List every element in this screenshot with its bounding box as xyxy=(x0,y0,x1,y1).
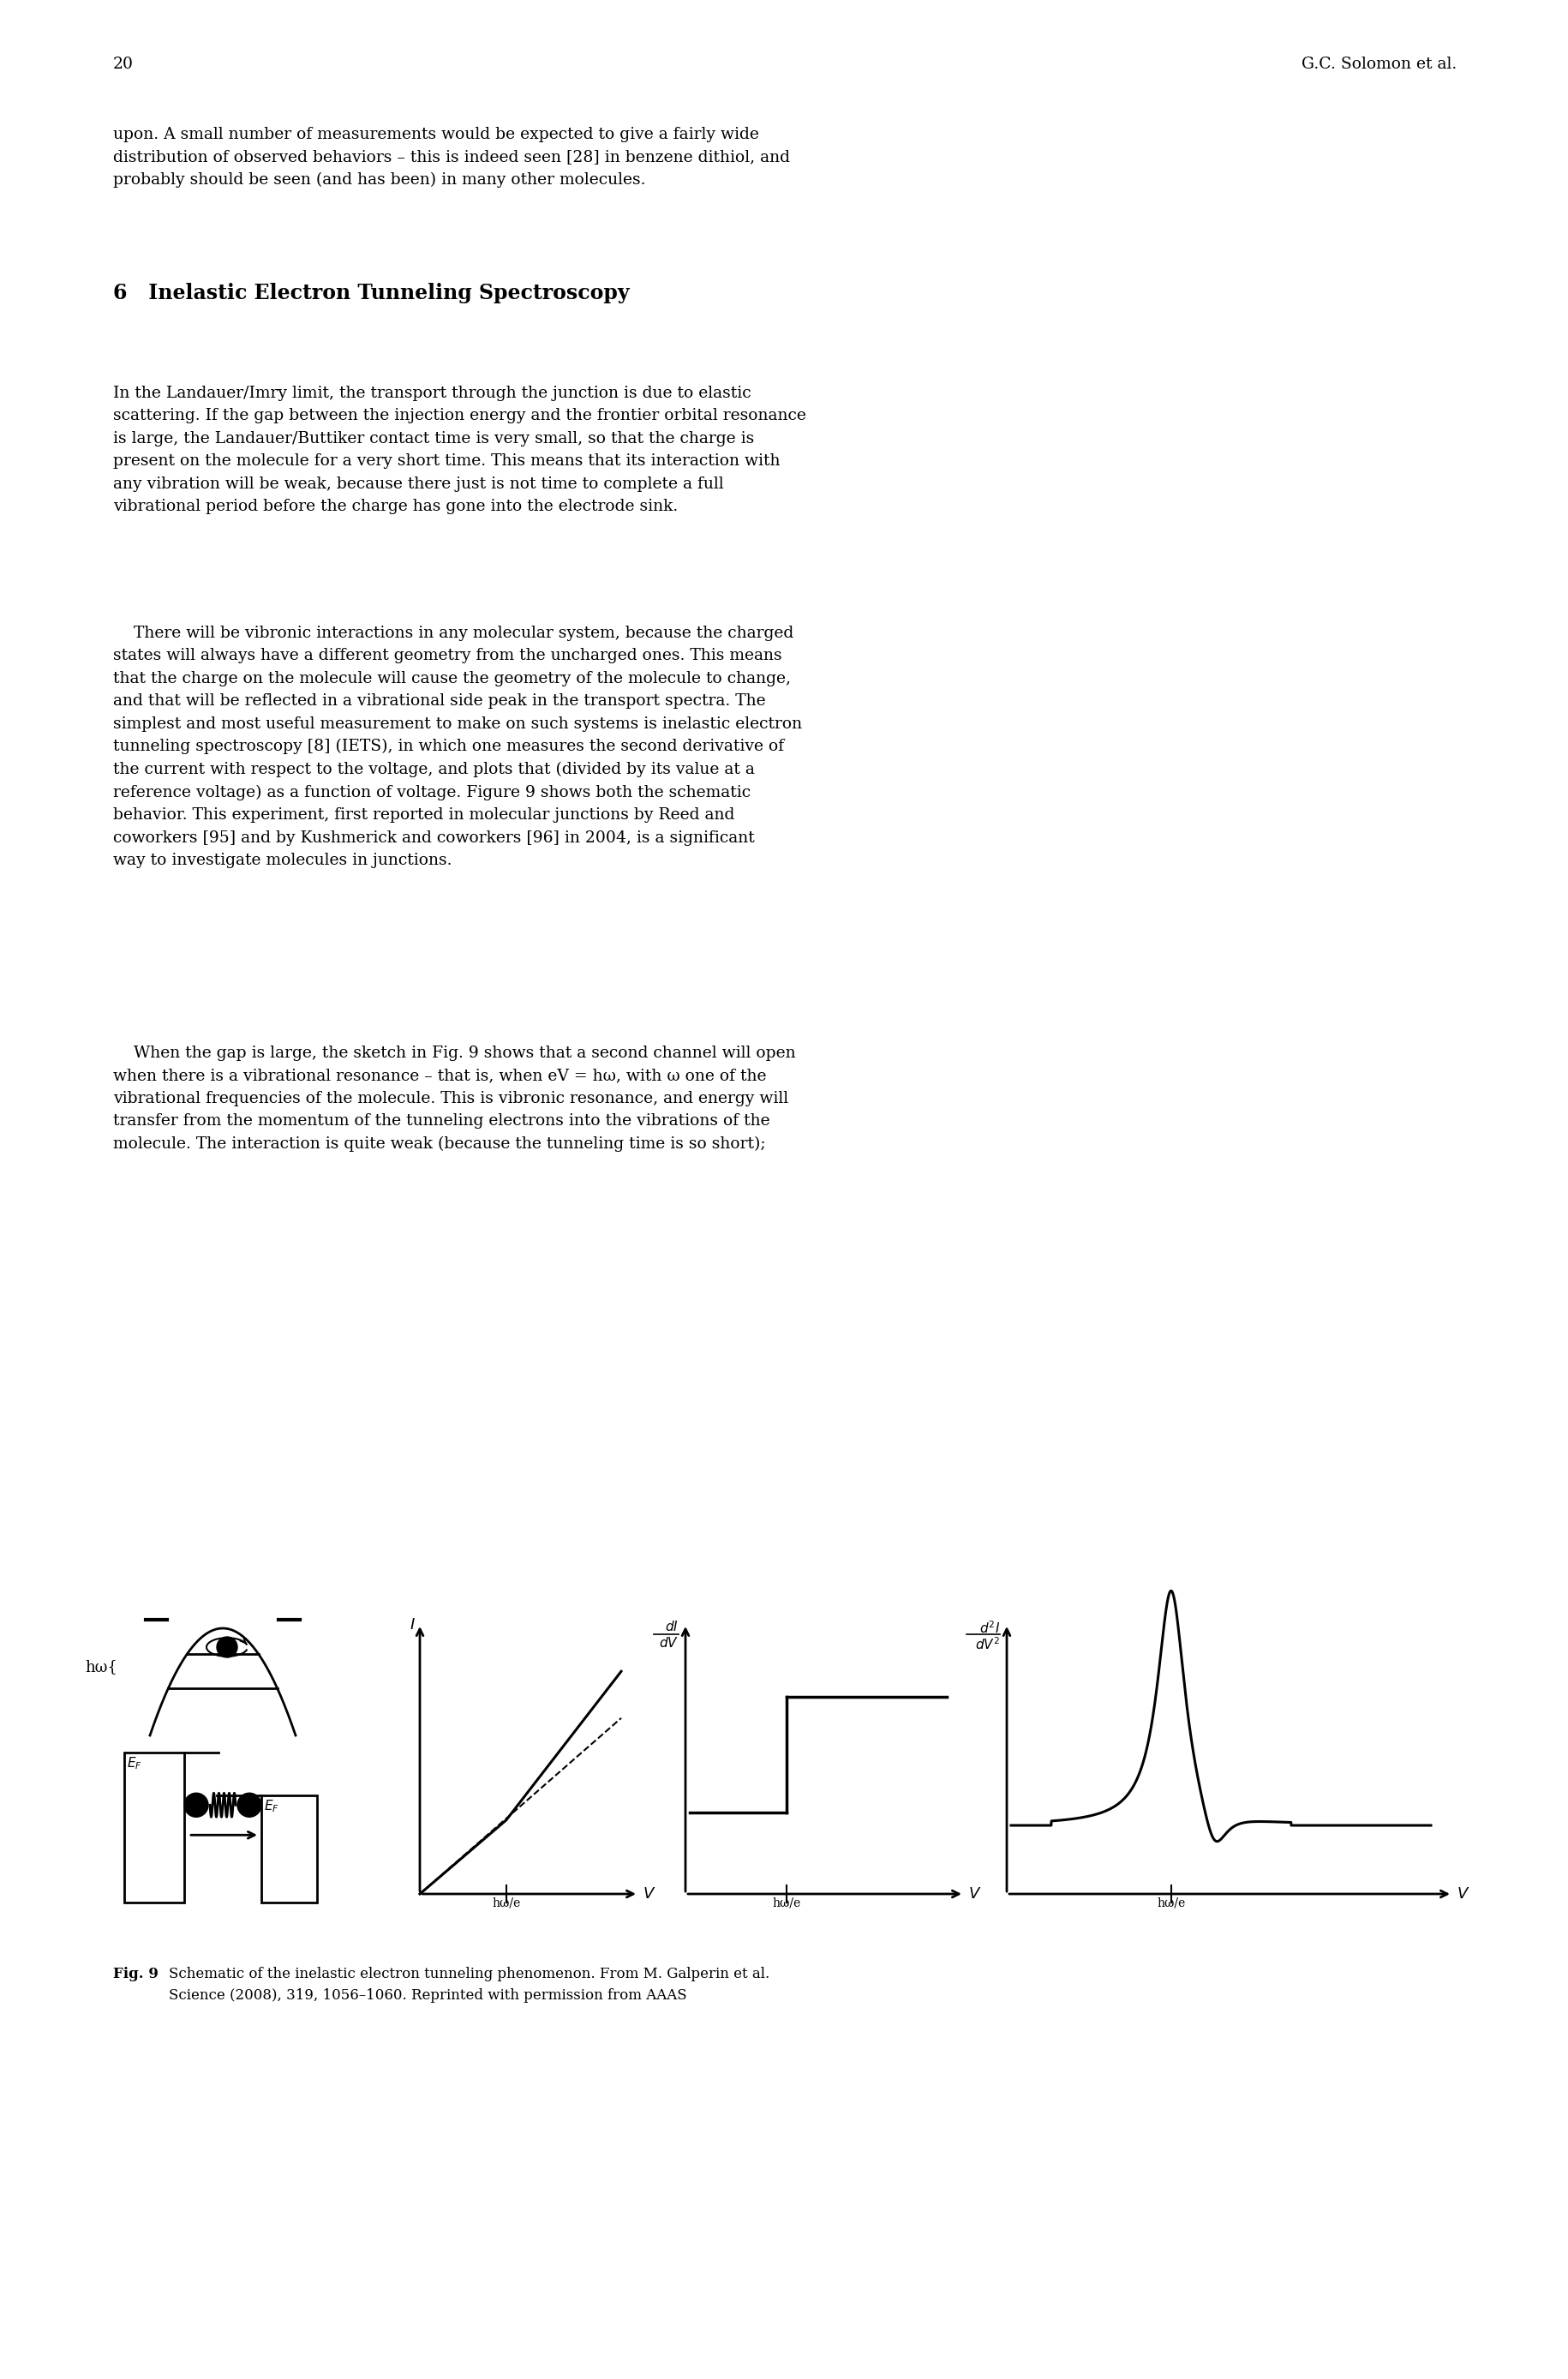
Bar xyxy=(262,1796,317,1903)
Text: 6   Inelastic Electron Tunneling Spectroscopy: 6 Inelastic Electron Tunneling Spectrosc… xyxy=(113,283,629,305)
Text: hω/e: hω/e xyxy=(1156,1898,1185,1910)
Text: G.C. Solomon et al.: G.C. Solomon et al. xyxy=(1300,57,1455,71)
Text: hω/e: hω/e xyxy=(492,1898,521,1910)
Text: Fig. 9: Fig. 9 xyxy=(113,1967,158,1982)
Text: $dV$: $dV$ xyxy=(659,1637,679,1649)
Text: $d^2I$: $d^2I$ xyxy=(978,1620,999,1637)
Circle shape xyxy=(237,1794,262,1818)
Text: hω{: hω{ xyxy=(85,1658,118,1675)
Text: When the gap is large, the sketch in Fig. 9 shows that a second channel will ope: When the gap is large, the sketch in Fig… xyxy=(113,1044,795,1151)
Text: $I$: $I$ xyxy=(409,1618,416,1632)
Text: $V$: $V$ xyxy=(643,1887,655,1901)
Text: There will be vibronic interactions in any molecular system, because the charged: There will be vibronic interactions in a… xyxy=(113,626,801,868)
Text: upon. A small number of measurements would be expected to give a fairly wide
dis: upon. A small number of measurements wou… xyxy=(113,126,790,188)
Circle shape xyxy=(183,1794,209,1818)
Text: $dV^2$: $dV^2$ xyxy=(975,1637,999,1651)
Circle shape xyxy=(216,1637,237,1658)
Text: $E_F$: $E_F$ xyxy=(263,1799,279,1815)
Text: $dI$: $dI$ xyxy=(665,1620,679,1634)
Text: 20: 20 xyxy=(113,57,133,71)
Text: hω/e: hω/e xyxy=(771,1898,800,1910)
Text: $V$: $V$ xyxy=(967,1887,982,1901)
Text: Schematic of the inelastic electron tunneling phenomenon. From M. Galperin et al: Schematic of the inelastic electron tunn… xyxy=(169,1967,770,2003)
Text: $E_F$: $E_F$ xyxy=(127,1756,143,1770)
Text: $V$: $V$ xyxy=(1455,1887,1469,1901)
Bar xyxy=(124,1753,183,1903)
Text: In the Landauer/Imry limit, the transport through the junction is due to elastic: In the Landauer/Imry limit, the transpor… xyxy=(113,385,806,514)
